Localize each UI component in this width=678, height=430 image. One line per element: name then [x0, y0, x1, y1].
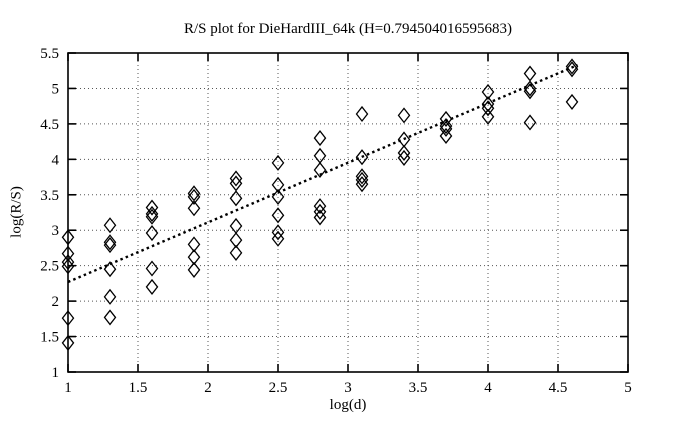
data-point-diamond	[313, 198, 327, 215]
data-point-diamond	[229, 190, 243, 207]
data-point-diamond	[187, 249, 201, 266]
data-point-diamond	[271, 207, 285, 224]
plot-frame	[67, 52, 629, 373]
y-tick-label: 4.5	[40, 117, 59, 133]
x-tick-label: 4.5	[549, 380, 568, 396]
data-point-diamond	[271, 154, 285, 171]
data-point-diamond	[145, 260, 159, 277]
data-point-diamond	[187, 261, 201, 278]
chart-title: R/S plot for DieHardIII_64k (H=0.7945040…	[183, 21, 513, 37]
data-point-diamond	[355, 168, 369, 185]
data-point-diamond	[313, 209, 327, 226]
x-axis-label: log(d)	[329, 397, 367, 413]
data-point-diamond	[61, 254, 75, 271]
data-point-diamond	[229, 217, 243, 235]
data-point-diamond	[229, 232, 243, 249]
data-point-diamond	[313, 130, 327, 147]
fit-line	[67, 63, 579, 284]
data-point-diamond	[313, 203, 327, 220]
data-point-diamond	[271, 176, 285, 193]
data-point-diamond	[145, 205, 159, 222]
data-point-diamond	[61, 229, 75, 246]
data-point-diamond	[355, 176, 369, 193]
x-tick-label: 1	[64, 380, 72, 396]
data-point-diamond	[103, 261, 117, 278]
data-point-diamond	[271, 224, 285, 241]
data-point-diamond	[229, 170, 243, 187]
data-point-diamond	[481, 95, 495, 113]
data-point-diamond	[103, 288, 117, 305]
y-tick-label: 5	[52, 81, 60, 97]
data-point-diamond	[145, 225, 159, 242]
data-point-diamond	[523, 80, 537, 97]
data-point-diamond	[355, 105, 369, 123]
data-point-diamond	[355, 149, 369, 166]
y-tick-label: 3.5	[40, 188, 59, 204]
data-point-diamond	[355, 171, 369, 188]
data-point-diamond	[397, 131, 411, 148]
data-point-diamond	[103, 237, 117, 254]
data-point-diamond	[61, 258, 75, 275]
data-point-diamond	[187, 200, 201, 217]
y-tick-label: 2.5	[40, 259, 59, 275]
data-point-diamond	[565, 61, 579, 78]
data-point-diamond	[187, 188, 201, 205]
y-tick-label: 5.5	[40, 46, 59, 62]
data-point-diamond	[313, 161, 327, 179]
data-point-diamond	[271, 230, 285, 247]
y-tick-label: 3	[52, 223, 60, 239]
y-tick-label: 4	[52, 152, 60, 168]
data-point-diamond	[565, 58, 579, 75]
data-point-diamond	[481, 108, 495, 125]
data-point-diamond	[145, 208, 159, 225]
data-point-diamond	[61, 334, 75, 351]
data-point-diamond	[523, 114, 537, 131]
y-axis-label: log(R/S)	[8, 186, 25, 238]
data-point-diamond	[229, 175, 243, 192]
data-point-diamond	[229, 244, 243, 261]
x-tick-label: 4	[484, 380, 492, 396]
data-point-diamond	[523, 83, 537, 100]
x-tick-label: 2	[204, 380, 212, 396]
y-tick-label: 2	[52, 294, 60, 310]
data-point-diamond	[145, 278, 159, 295]
x-tick-label: 5	[624, 380, 632, 396]
data-point-diamond	[439, 127, 453, 144]
y-tick-label: 1	[52, 365, 60, 381]
data-point-diamond	[61, 310, 75, 327]
data-point-diamond	[103, 217, 117, 234]
x-tick-label: 1.5	[129, 380, 148, 396]
y-tick-label: 1.5	[40, 330, 59, 346]
data-point-diamond	[439, 120, 453, 137]
data-point-diamond	[397, 149, 411, 166]
data-point-diamond	[397, 144, 411, 162]
x-tick-label: 2.5	[269, 380, 288, 396]
data-point-diamond	[481, 83, 495, 101]
data-point-diamond	[103, 234, 117, 251]
data-point-diamond	[187, 236, 201, 253]
data-point-diamond	[271, 188, 285, 205]
data-point-diamond	[313, 147, 327, 164]
x-tick-label: 3	[344, 380, 352, 396]
data-point-diamond	[103, 309, 117, 326]
x-tick-label: 3.5	[409, 380, 428, 396]
data-point-diamond	[523, 65, 537, 82]
data-point-diamond	[187, 185, 201, 202]
data-point-diamond	[565, 93, 579, 110]
data-point-diamond	[397, 107, 411, 124]
